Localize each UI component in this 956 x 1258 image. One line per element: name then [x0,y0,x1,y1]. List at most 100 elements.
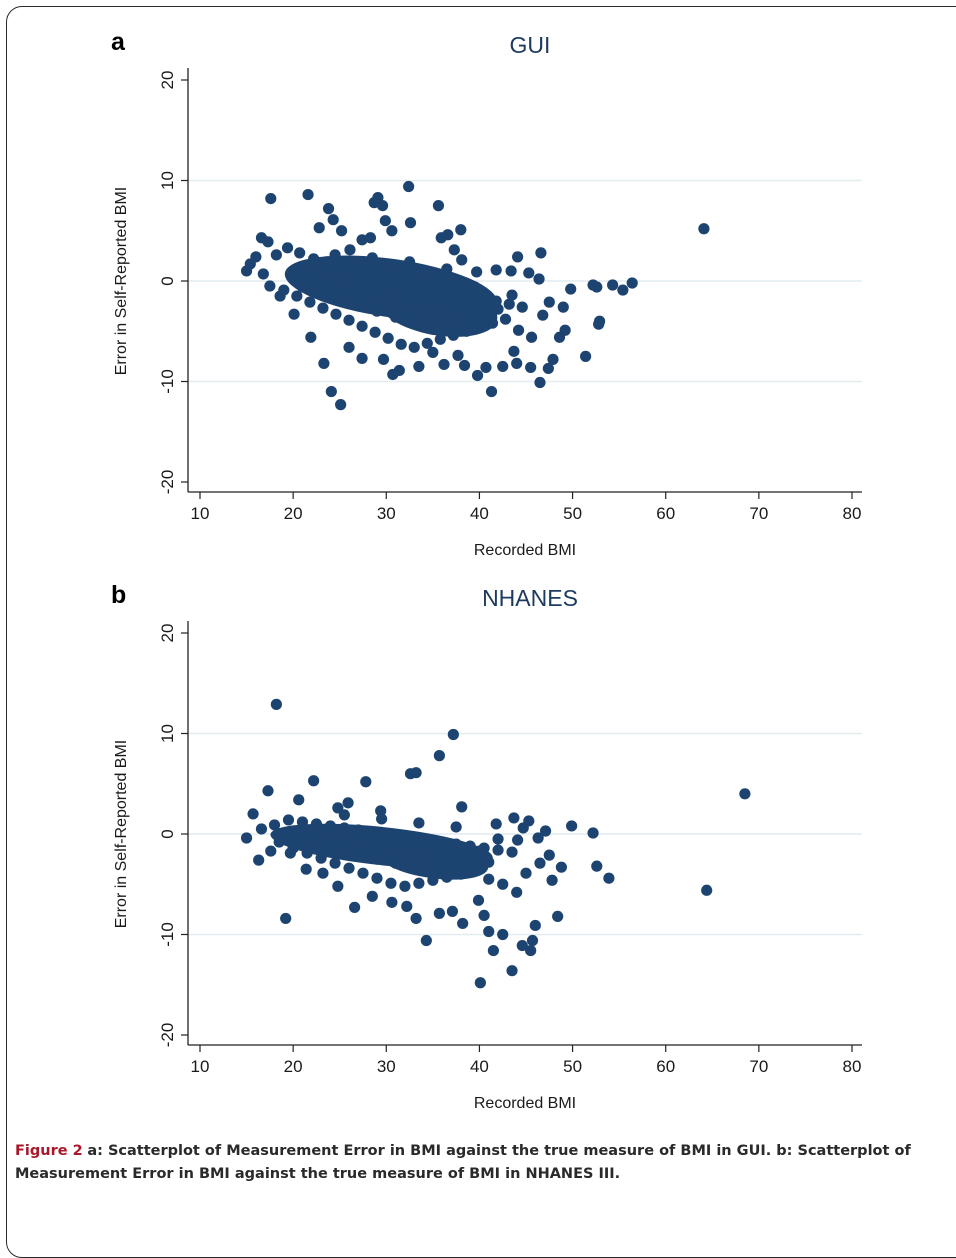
data-point [329,857,341,869]
data-point [408,341,420,353]
data-point [387,368,399,381]
data-point [525,331,538,343]
x-tick-label: 20 [284,504,303,523]
data-point [390,311,402,323]
data-point [464,305,476,317]
data-point [483,312,495,324]
x-axis-label: Recorded BMI [474,1095,576,1109]
data-point [380,835,392,847]
data-point [539,825,552,837]
data-point [469,281,481,293]
data-point [343,341,355,353]
data-point [512,251,524,263]
scatter-plot-b: 10 20 30 40 50 60 70 80 -20 -10 0 10 20 Recorded BMI E… [113,621,862,1109]
data-point [442,229,454,241]
data-point [698,223,710,235]
x-tick-label: 80 [843,1057,862,1076]
data-point [296,281,309,293]
data-point [483,873,495,885]
data-point [288,308,300,320]
data-point [270,249,282,261]
data-point [410,767,422,779]
data-point [329,249,341,261]
data-point [324,820,336,832]
data-point [273,836,285,848]
data-point [366,890,378,902]
data-point [335,399,347,411]
data-point [433,750,445,762]
data-point [455,868,467,880]
data-point [352,824,364,836]
data-point [490,264,502,276]
data-point [425,280,437,292]
data-point [464,840,476,852]
data-point [520,867,532,879]
data-point [366,252,378,264]
x-tick-label: 40 [470,504,489,523]
data-point [483,925,495,938]
data-point [483,856,495,868]
data-point [408,832,420,844]
data-point [395,338,407,350]
y-axis-label: Error in Self-Reported BMI [113,740,130,929]
data-point [255,823,268,835]
data-point [512,834,524,846]
y-tick-label: -20 [158,470,177,495]
data-point [342,797,354,809]
data-point [427,859,439,871]
data-point [478,909,490,922]
caption-text: a: Scatterplot of Measurement Error in B… [15,1143,911,1182]
data-point [343,862,355,874]
y-axis-label: Error in Self-Reported BMI [113,187,130,376]
data-point [278,284,290,296]
data-point [506,846,518,858]
data-point [410,912,422,925]
data-point [452,349,464,361]
data-point [534,376,546,389]
data-point [593,315,606,327]
data-point [487,944,499,957]
data-point [408,317,420,329]
panel-a: a GUI 10 20 30 40 50 60 70 80 -20 -10 0 10 20 Recorde… [0,0,956,556]
data-point [382,332,394,344]
x-tick-label: 60 [656,1057,675,1076]
scatter-plot-a: 10 20 30 40 50 60 70 80 -20 -10 0 10 20 Recorded BMI E… [113,68,862,556]
data-point [356,234,368,246]
data-point [306,827,318,839]
data-point [394,277,406,289]
x-tick-label: 70 [749,504,768,523]
data-point [455,224,467,236]
data-point [438,283,450,295]
data-point [376,813,388,825]
data-point [379,215,391,227]
x-tick-label: 40 [470,1057,489,1076]
data-point [480,361,492,374]
data-point [343,831,355,843]
data-point [352,267,364,279]
data-point [315,287,327,299]
data-point [376,200,389,212]
data-point [296,816,309,828]
y-tick-label: 10 [158,724,177,743]
data-point [313,222,325,234]
data-point [399,880,411,892]
data-point [565,283,577,295]
data-point [265,845,277,857]
data-point [497,360,509,373]
data-point [433,907,445,919]
data-point [516,301,528,313]
data-point [438,358,450,371]
data-point [317,867,329,879]
data-point [343,314,355,326]
y-tick-label: 10 [158,171,177,190]
data-point [456,254,468,266]
data-point [473,300,486,312]
data-point [511,357,523,370]
chart-title: NHANES [482,585,578,611]
data-point [591,281,603,293]
data-point [417,839,430,851]
data-point [265,192,277,205]
data-point [306,273,318,285]
data-point [335,225,348,237]
data-point [413,360,425,373]
